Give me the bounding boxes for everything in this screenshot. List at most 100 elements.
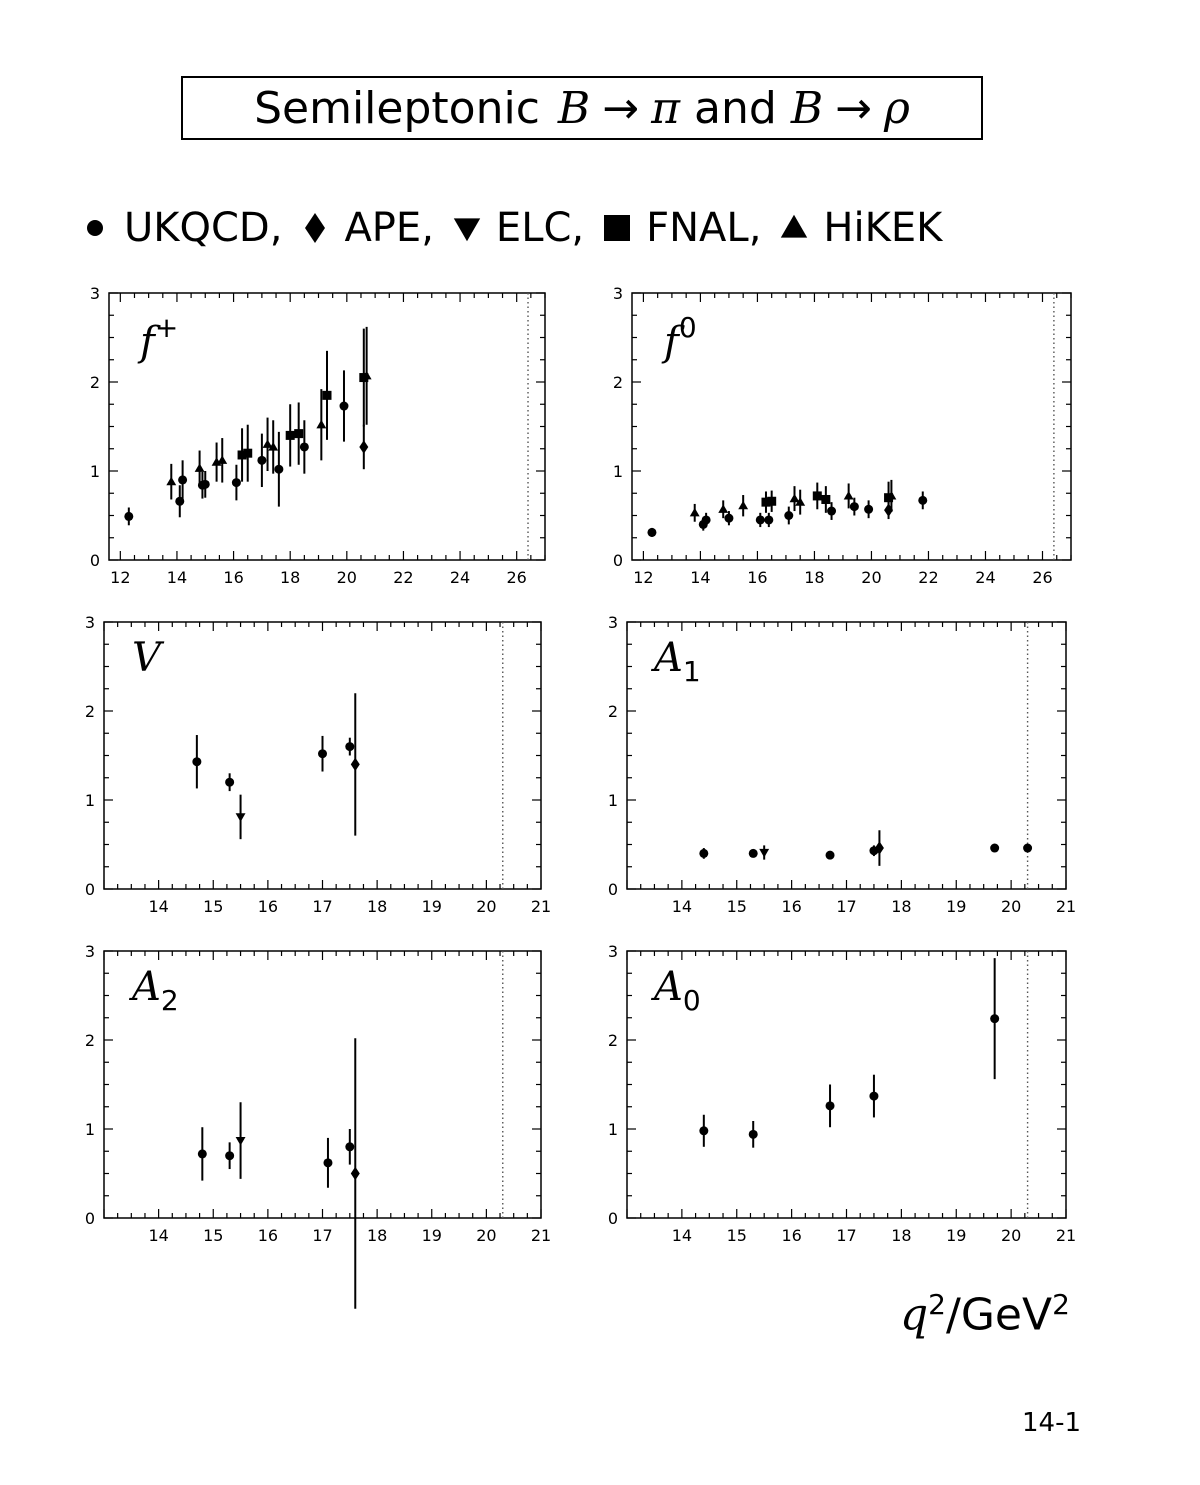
data-point-square xyxy=(322,390,332,400)
data-point-circle xyxy=(825,850,835,860)
data-point-triangle-up xyxy=(194,463,205,472)
data-point-triangle-up xyxy=(738,500,749,510)
data-point-circle xyxy=(200,479,210,489)
legend-marker-diamond xyxy=(305,213,326,243)
x-tick-label: 15 xyxy=(203,1226,223,1245)
legend: UKQCD, APE, ELC, FNAL, HiKEK xyxy=(80,198,1120,258)
y-tick-label: 0 xyxy=(85,880,95,899)
y-tick-label: 1 xyxy=(613,462,623,481)
title-arrow-1: → xyxy=(602,82,640,134)
data-point-triangle-up xyxy=(718,504,729,513)
data-point-circle xyxy=(784,511,794,520)
data-point-circle xyxy=(345,742,355,752)
data-point-triangle-down xyxy=(759,848,770,858)
data-point-triangle-up xyxy=(217,455,228,464)
data-point-diamond xyxy=(350,1166,360,1181)
data-point-circle xyxy=(1023,843,1033,853)
y-tick-label: 0 xyxy=(90,551,100,570)
data-point-triangle-up xyxy=(361,370,372,380)
x-tick-label: 26 xyxy=(1032,568,1052,587)
plot-2: 14 15 16 17 18 19 20 21 0 1 2 3 V xyxy=(85,613,551,916)
x-tick-label: 20 xyxy=(337,568,357,587)
page-title: Semileptonic B → π and B → ρ xyxy=(181,76,983,140)
x-tick-label: 16 xyxy=(258,897,278,916)
legend-item-ukqcd: UKQCD, xyxy=(80,205,300,251)
x-tick-label: 17 xyxy=(836,897,856,916)
y-tick-label: 1 xyxy=(85,791,95,810)
title-arrow-2: → xyxy=(835,82,873,134)
x-axis-label: q2/GeV2 xyxy=(900,1288,1070,1341)
y-tick-label: 1 xyxy=(90,462,100,481)
data-point-circle xyxy=(764,515,774,525)
data-point-circle xyxy=(849,502,859,512)
title-b1: B xyxy=(557,82,591,134)
x-axis-label-q-exp: 2 xyxy=(928,1288,946,1321)
x-tick-label: 19 xyxy=(422,897,442,916)
data-point-square xyxy=(761,497,771,507)
legend-label: APE, xyxy=(344,205,434,251)
data-point-circle xyxy=(345,1142,355,1152)
x-tick-label: 17 xyxy=(836,1226,856,1245)
data-point-circle xyxy=(990,843,1000,853)
legend-triangle-up-icon xyxy=(781,214,808,238)
plot-3: 14 15 16 17 18 19 20 21 0 1 2 3 A1 xyxy=(608,613,1076,916)
panel-label-sub: 0 xyxy=(683,984,701,1017)
data-point-triangle-up xyxy=(789,493,800,503)
legend-marker-circle xyxy=(87,220,103,236)
data-point-triangle-down xyxy=(235,813,246,822)
plot-4: 14 15 16 17 18 19 20 21 0 1 2 3 A2 xyxy=(85,942,551,1309)
panel-label-sup: 0 xyxy=(679,311,697,344)
data-point-circle xyxy=(864,504,874,514)
x-tick-label: 20 xyxy=(476,1226,496,1245)
x-tick-label: 17 xyxy=(312,897,332,916)
x-tick-label: 16 xyxy=(781,1226,801,1245)
x-tick-label: 21 xyxy=(1056,1226,1076,1245)
x-tick-label: 20 xyxy=(861,568,881,587)
x-tick-label: 16 xyxy=(781,897,801,916)
x-tick-label: 14 xyxy=(672,1226,692,1245)
y-tick-label: 1 xyxy=(608,791,618,810)
data-point-triangle-down xyxy=(235,1136,246,1146)
data-point-circle xyxy=(724,513,734,523)
panel-label-sub: 1 xyxy=(683,655,701,688)
data-point-triangle-up xyxy=(843,490,854,500)
y-tick-label: 1 xyxy=(608,1120,618,1139)
legend-label: FNAL, xyxy=(646,205,762,251)
panel-label: f0 xyxy=(661,311,697,365)
plot-5: 14 15 16 17 18 19 20 21 0 1 2 3 A0 xyxy=(608,942,1076,1245)
panel-label: A1 xyxy=(650,635,701,688)
x-tick-label: 17 xyxy=(312,1226,332,1245)
y-tick-label: 2 xyxy=(613,373,623,392)
x-tick-label: 18 xyxy=(891,897,911,916)
x-tick-label: 15 xyxy=(203,897,223,916)
panel-label-sub: 2 xyxy=(161,984,179,1017)
x-tick-label: 19 xyxy=(946,1226,966,1245)
x-tick-label: 20 xyxy=(1001,1226,1021,1245)
data-point-diamond xyxy=(359,440,369,454)
x-tick-label: 26 xyxy=(507,568,527,587)
data-point-triangle-up xyxy=(795,497,806,506)
x-tick-label: 21 xyxy=(531,1226,551,1245)
data-point-square xyxy=(237,450,247,460)
data-point-circle xyxy=(748,848,758,858)
data-point-circle xyxy=(339,401,349,411)
x-tick-label: 18 xyxy=(804,568,824,587)
data-point-circle xyxy=(825,1101,835,1111)
data-point-circle xyxy=(257,455,267,465)
x-tick-label: 16 xyxy=(258,1226,278,1245)
x-tick-label: 15 xyxy=(727,897,747,916)
y-tick-label: 3 xyxy=(85,613,95,632)
data-point-circle xyxy=(990,1014,1000,1024)
x-axis-label-unit: /GeV xyxy=(946,1289,1053,1341)
y-tick-label: 1 xyxy=(85,1120,95,1139)
data-point-circle xyxy=(647,527,657,537)
x-tick-label: 15 xyxy=(727,1226,747,1245)
data-point-triangle-up xyxy=(268,442,279,451)
data-point-square xyxy=(294,429,304,439)
x-tick-label: 19 xyxy=(422,1226,442,1245)
y-tick-label: 3 xyxy=(608,613,618,632)
data-point-square xyxy=(243,448,253,458)
data-point-circle xyxy=(918,495,928,505)
